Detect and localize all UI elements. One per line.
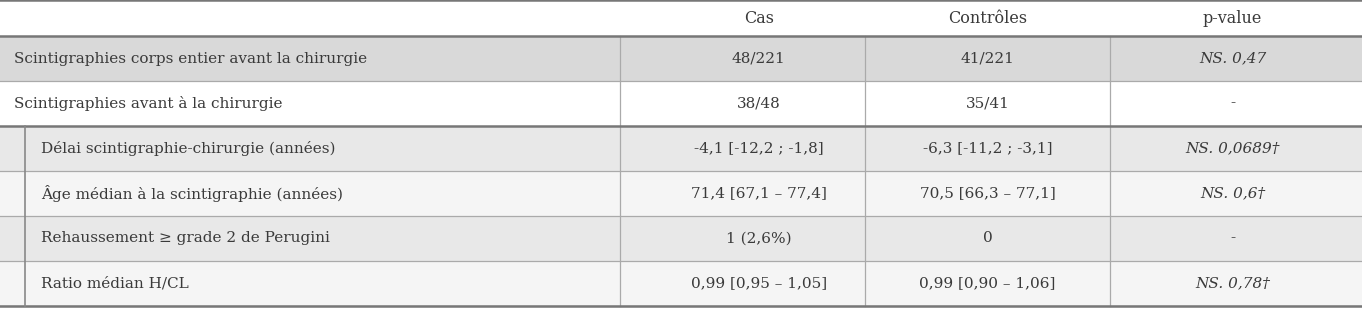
Text: 0,99 [0,90 – 1,06]: 0,99 [0,90 – 1,06] bbox=[919, 276, 1056, 290]
Bar bbox=[0, 0, 1362, 36]
Text: 41/221: 41/221 bbox=[960, 52, 1015, 66]
Text: Scintigraphies avant à la chirurgie: Scintigraphies avant à la chirurgie bbox=[14, 96, 282, 111]
Bar bbox=[0, 261, 1362, 306]
Text: NS. 0,47: NS. 0,47 bbox=[1199, 52, 1267, 66]
Text: 1 (2,6%): 1 (2,6%) bbox=[726, 231, 791, 245]
Text: 38/48: 38/48 bbox=[737, 97, 780, 111]
Bar bbox=[0, 171, 1362, 216]
Text: NS. 0,6†: NS. 0,6† bbox=[1200, 186, 1265, 200]
Bar bbox=[0, 36, 1362, 81]
Text: Âge médian à la scintigraphie (années): Âge médian à la scintigraphie (années) bbox=[41, 185, 343, 202]
Text: -6,3 [-11,2 ; -3,1]: -6,3 [-11,2 ; -3,1] bbox=[922, 141, 1053, 155]
Text: -: - bbox=[1230, 231, 1235, 245]
Text: 70,5 [66,3 – 77,1]: 70,5 [66,3 – 77,1] bbox=[919, 186, 1056, 200]
Text: Rehaussement ≥ grade 2 de Perugini: Rehaussement ≥ grade 2 de Perugini bbox=[41, 231, 330, 245]
Text: Ratio médian H/CL: Ratio médian H/CL bbox=[41, 276, 188, 290]
Text: -4,1 [-12,2 ; -1,8]: -4,1 [-12,2 ; -1,8] bbox=[693, 141, 824, 155]
Text: 0: 0 bbox=[982, 231, 993, 245]
Text: p-value: p-value bbox=[1203, 10, 1263, 26]
Bar bbox=[0, 81, 1362, 126]
Bar bbox=[0, 216, 1362, 261]
Text: 0,99 [0,95 – 1,05]: 0,99 [0,95 – 1,05] bbox=[691, 276, 827, 290]
Text: Délai scintigraphie-chirurgie (années): Délai scintigraphie-chirurgie (années) bbox=[41, 141, 335, 156]
Bar bbox=[0, 126, 1362, 171]
Text: Contrôles: Contrôles bbox=[948, 10, 1027, 26]
Text: -: - bbox=[1230, 97, 1235, 111]
Text: Scintigraphies corps entier avant la chirurgie: Scintigraphies corps entier avant la chi… bbox=[14, 52, 366, 66]
Text: NS. 0,0689†: NS. 0,0689† bbox=[1185, 141, 1280, 155]
Text: 35/41: 35/41 bbox=[966, 97, 1009, 111]
Text: NS. 0,78†: NS. 0,78† bbox=[1196, 276, 1269, 290]
Text: Cas: Cas bbox=[744, 10, 774, 26]
Text: 48/221: 48/221 bbox=[731, 52, 786, 66]
Text: 71,4 [67,1 – 77,4]: 71,4 [67,1 – 77,4] bbox=[691, 186, 827, 200]
